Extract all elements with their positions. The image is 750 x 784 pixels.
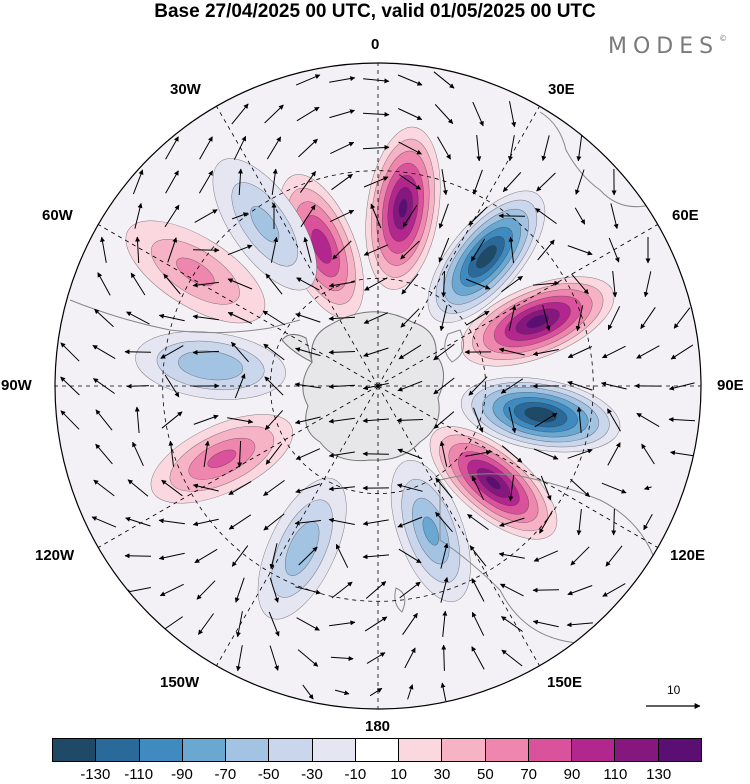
colorbar-tick-label: 10 [390, 766, 407, 783]
colorbar-tick-label: -90 [171, 766, 193, 783]
colorbar [52, 738, 702, 762]
colorbar-swatch [96, 739, 139, 761]
lon-label-30w: 30W [170, 81, 201, 98]
colorbar-tick-label: -50 [258, 766, 280, 783]
colorbar-tick-label: -10 [344, 766, 366, 783]
wind-arrow [363, 454, 389, 455]
colorbar-tick-label: -70 [214, 766, 236, 783]
colorbar-swatch [269, 739, 312, 761]
colorbar-swatch [183, 739, 226, 761]
polar-stereographic-map [0, 0, 750, 735]
colorbar-swatch [442, 739, 485, 761]
wind-arrow [533, 590, 559, 591]
wind-arrow [125, 352, 151, 353]
lon-label-180: 180 [365, 718, 390, 735]
lon-label-30e: 30E [548, 81, 575, 98]
colorbar-tick-label: -110 [124, 766, 153, 783]
colorbar-tick-label: -30 [301, 766, 323, 783]
lon-label-90e: 90E [717, 377, 744, 394]
colorbar-swatch [140, 739, 183, 761]
colorbar-swatch [399, 739, 442, 761]
colorbar-tick-label: 70 [520, 766, 537, 783]
colorbar-tick-label: -130 [80, 766, 110, 783]
colorbar-swatch [313, 739, 356, 761]
colorbar-swatch [356, 739, 399, 761]
colorbar-tick-label: 130 [646, 766, 671, 783]
colorbar-tick-label: 110 [603, 766, 627, 783]
lon-label-150e: 150E [547, 674, 582, 691]
colorbar-swatch [529, 739, 572, 761]
colorbar-swatch [659, 739, 701, 761]
colorbar-swatch [572, 739, 615, 761]
lon-label-60w: 60W [42, 207, 73, 224]
colorbar-tick-label: 50 [477, 766, 494, 783]
lon-label-0: 0 [371, 36, 379, 53]
colorbar-labels: -130 -110 -90 -70 -50 -30 -10 10 30 50 70 90 110 130 [0, 766, 750, 784]
lon-label-120e: 120E [670, 547, 705, 564]
lon-label-60e: 60E [672, 207, 699, 224]
colorbar-swatch [226, 739, 269, 761]
wind-arrow [125, 556, 151, 557]
colorbar-tick-label: 30 [434, 766, 451, 783]
lon-label-90w: 90W [1, 377, 32, 394]
colorbar-tick-label: 90 [564, 766, 581, 783]
vector-reference-label: 10 [667, 683, 680, 697]
colorbar-swatch [486, 739, 529, 761]
lon-label-150w: 150W [160, 674, 199, 691]
colorbar-swatch [53, 739, 96, 761]
colorbar-swatch [615, 739, 658, 761]
lon-label-120w: 120W [35, 547, 74, 564]
